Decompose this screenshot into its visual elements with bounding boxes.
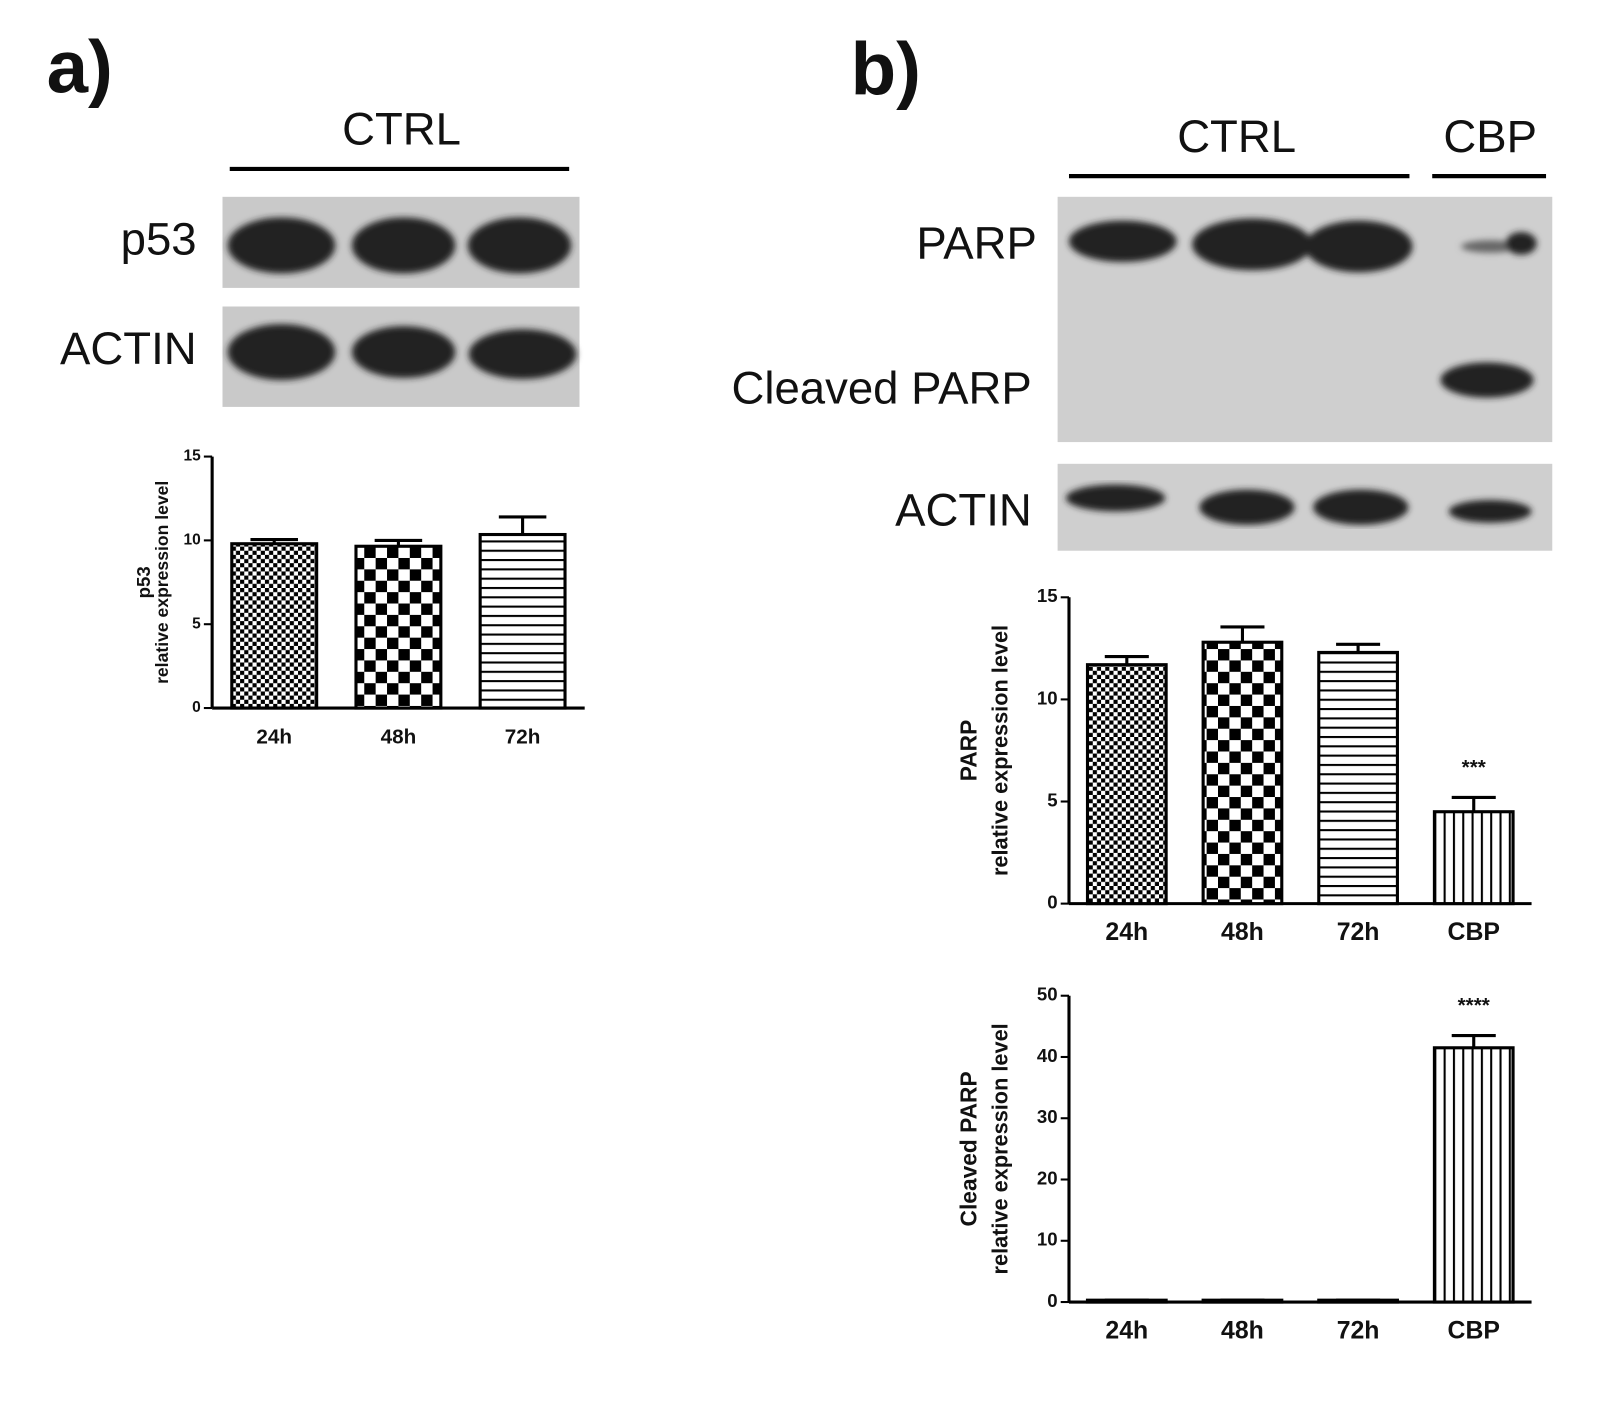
bar	[1317, 650, 1399, 906]
y-tick-label: 10	[183, 531, 200, 548]
bands	[227, 217, 572, 274]
blot-label: PARP	[916, 218, 1037, 269]
x-tick-label: 48h	[1221, 1318, 1264, 1345]
panel-label: a)	[47, 25, 113, 108]
bar	[1201, 640, 1284, 906]
x-tick-label: CBP	[1448, 919, 1500, 946]
bar	[1432, 810, 1515, 906]
y-tick-label: 0	[1047, 892, 1057, 913]
error-bar	[1220, 625, 1265, 643]
blot-label: ACTIN	[895, 485, 1032, 536]
y-axis-label: PARP	[956, 720, 982, 782]
y-tick-label: 10	[1037, 687, 1058, 708]
bands	[1065, 484, 1532, 525]
bands	[1068, 218, 1537, 398]
x-tick-label: 48h	[1221, 919, 1264, 946]
blot-label: ACTIN	[60, 323, 197, 374]
y-tick-label: 5	[192, 615, 201, 632]
y-tick-label: 20	[1037, 1167, 1058, 1188]
bands	[227, 324, 577, 380]
y-tick-label: 50	[1037, 984, 1058, 1005]
blot-header: CTRL	[342, 104, 461, 155]
bar	[354, 544, 443, 710]
x-tick-label: 48h	[381, 726, 417, 749]
y-axis-label: p53	[133, 566, 154, 598]
bar	[230, 542, 319, 710]
y-axis-label: Cleaved PARP	[956, 1071, 982, 1226]
significance-label: ****	[1458, 994, 1491, 1017]
error-bar	[1336, 642, 1381, 653]
y-tick-label: 40	[1037, 1045, 1058, 1066]
error-bar	[250, 538, 298, 544]
blot-header: CTRL	[1177, 111, 1296, 162]
panel-label: b)	[851, 27, 921, 110]
error-bar	[1451, 1033, 1496, 1048]
bar	[1085, 663, 1168, 906]
x-tick-label: 24h	[1105, 919, 1148, 946]
error-bar	[1451, 795, 1496, 812]
x-tick-label: 24h	[256, 726, 292, 749]
blot-label: Cleaved PARP	[732, 362, 1032, 413]
y-tick-label: 0	[192, 699, 201, 716]
y-tick-label: 15	[1037, 585, 1058, 606]
blot-label: p53	[121, 213, 197, 264]
blot-header: CBP	[1443, 111, 1537, 162]
x-tick-label: 72h	[1337, 1318, 1380, 1345]
y-tick-label: 15	[183, 448, 201, 465]
bar	[1432, 1046, 1515, 1304]
error-bar	[1104, 654, 1149, 665]
significance-label: ***	[1462, 756, 1487, 779]
x-tick-label: 72h	[505, 726, 541, 749]
error-bar	[374, 538, 423, 547]
x-tick-label: CBP	[1448, 1318, 1500, 1345]
y-tick-label: 0	[1047, 1290, 1057, 1311]
x-tick-label: 24h	[1105, 1318, 1148, 1345]
y-tick-label: 30	[1037, 1106, 1058, 1127]
error-bar	[498, 515, 547, 535]
x-tick-label: 72h	[1337, 919, 1380, 946]
bar	[478, 532, 567, 710]
y-axis-label: relative expression level	[987, 625, 1012, 876]
y-axis-label: relative expression level	[152, 481, 172, 684]
y-axis-label: relative expression level	[987, 1023, 1012, 1274]
y-tick-label: 5	[1047, 789, 1057, 810]
y-tick-label: 10	[1037, 1229, 1058, 1250]
